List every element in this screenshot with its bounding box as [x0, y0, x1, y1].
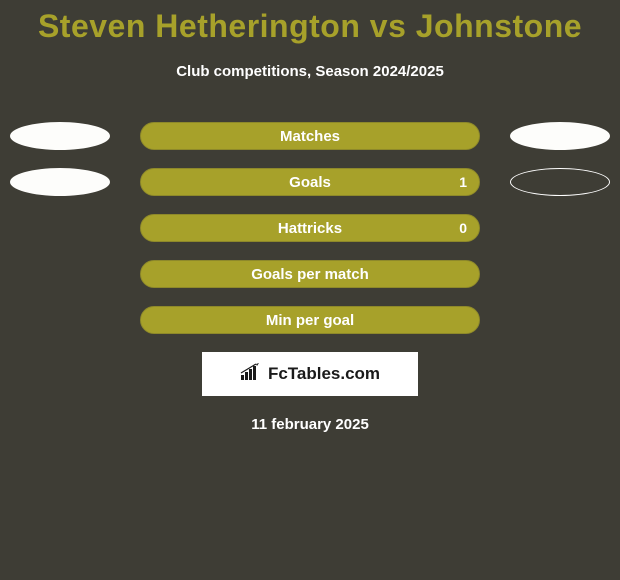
ellipse-left-matches [10, 122, 110, 150]
brand-box: FcTables.com [202, 352, 418, 396]
stat-row-hattricks: Hattricks 0 [0, 214, 620, 242]
subtitle: Club competitions, Season 2024/2025 [0, 63, 620, 80]
stat-label: Goals per match [251, 266, 369, 283]
ellipse-left-goals [10, 168, 110, 196]
ellipse-right-goals [510, 168, 610, 196]
stat-row-goals-per-match: Goals per match [0, 260, 620, 288]
stat-label: Hattricks [278, 220, 342, 237]
stat-value: 1 [459, 174, 467, 190]
stat-label: Goals [289, 174, 331, 191]
stat-bar-goals-per-match: Goals per match [140, 260, 480, 288]
ellipse-right-matches [510, 122, 610, 150]
date-text: 11 february 2025 [0, 416, 620, 433]
stats-area: Matches Goals 1 Hattricks 0 Goals per ma… [0, 122, 620, 334]
stat-bar-goals: Goals 1 [140, 168, 480, 196]
page-title: Steven Hetherington vs Johnstone [0, 0, 620, 45]
stat-bar-hattricks: Hattricks 0 [140, 214, 480, 242]
stat-row-matches: Matches [0, 122, 620, 150]
stat-label: Min per goal [266, 312, 354, 329]
stat-bar-matches: Matches [140, 122, 480, 150]
brand-text: FcTables.com [268, 364, 380, 384]
stat-row-min-per-goal: Min per goal [0, 306, 620, 334]
stat-value: 0 [459, 220, 467, 236]
chart-icon [240, 363, 262, 386]
stat-bar-min-per-goal: Min per goal [140, 306, 480, 334]
stat-row-goals: Goals 1 [0, 168, 620, 196]
stat-label: Matches [280, 128, 340, 145]
stats-container: Steven Hetherington vs Johnstone Club co… [0, 0, 620, 580]
